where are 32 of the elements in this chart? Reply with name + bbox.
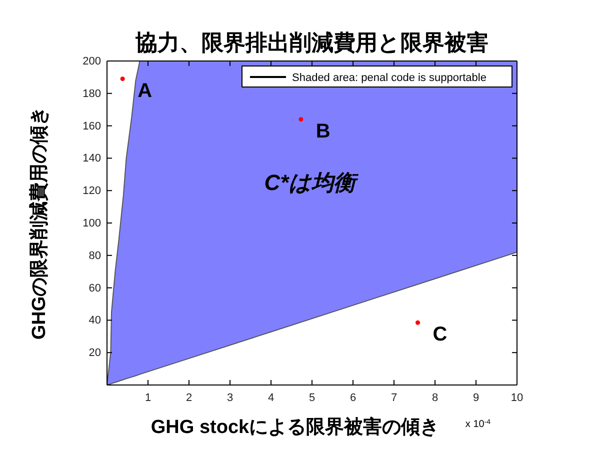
y-tick-label: 20 — [88, 347, 101, 360]
point — [416, 320, 420, 325]
y-tick-label: 60 — [88, 282, 101, 294]
x-tick-label: 10 — [510, 392, 524, 404]
point — [298, 117, 304, 122]
x-tick-label: 3 — [226, 392, 234, 404]
y-tick-label: 140 — [82, 152, 101, 165]
x-axis-title: GHG stockによる限界被害の傾き — [150, 416, 440, 438]
x-tick-label: 4 — [268, 392, 274, 404]
y-tick-label: 200 — [82, 56, 101, 68]
y-tick-label: 180 — [82, 88, 101, 100]
y-tick-label: 80 — [88, 250, 101, 262]
x-tick-label: 7 — [390, 392, 398, 404]
y-tick-label: 160 — [82, 120, 101, 132]
series-label: Shaded area: penal code is supportable — [292, 72, 486, 84]
text: x 10$^{-4}$ — [465, 418, 491, 430]
annotation: B — [316, 120, 330, 142]
point — [120, 76, 125, 82]
x-tick-label: 1 — [144, 392, 152, 404]
annotation: C — [432, 324, 448, 346]
annotation: C*は均衡 — [264, 170, 360, 195]
y-tick-label: 120 — [82, 185, 101, 198]
x-tick-label: 5 — [308, 392, 316, 404]
x-tick-label: 9 — [472, 392, 480, 404]
y-tick-label: 40 — [88, 314, 101, 327]
y-axis-title: GHGの限界削減費用の傾き — [28, 106, 50, 340]
chart-title: 協力、限界排出削減費用と限界被害 — [134, 30, 488, 55]
x-tick-label: 2 — [186, 392, 192, 404]
x-tick-label: 8 — [432, 392, 438, 404]
y-tick-label: 100 — [82, 218, 101, 230]
annotation: A — [138, 80, 152, 102]
x-tick-label: 6 — [350, 392, 356, 404]
